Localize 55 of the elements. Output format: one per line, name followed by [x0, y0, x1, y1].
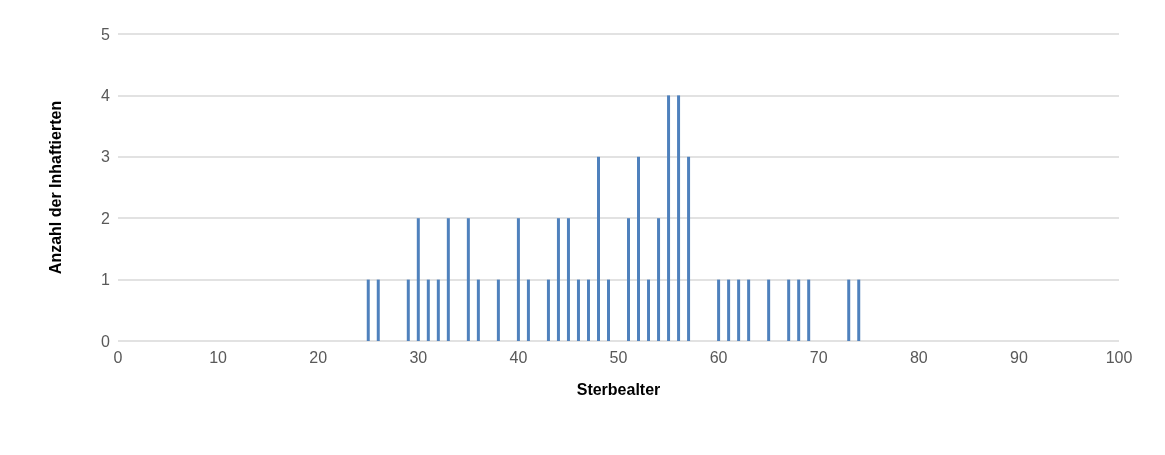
y-tick-label: 2	[101, 209, 111, 227]
bar	[516, 218, 520, 341]
bar	[687, 156, 691, 341]
bar	[576, 279, 580, 341]
y-tick-label: 0	[101, 332, 111, 350]
bar	[526, 279, 530, 341]
bar	[677, 95, 681, 341]
bar	[797, 279, 801, 341]
x-tick-label: 60	[709, 348, 728, 366]
bar	[847, 279, 851, 341]
x-tick-label: 0	[113, 348, 123, 366]
y-tick-label: 1	[101, 271, 111, 289]
x-tick-label: 80	[909, 348, 928, 366]
bar	[767, 279, 771, 341]
x-tick-label: 20	[309, 348, 328, 366]
bar	[667, 95, 671, 341]
bar	[546, 279, 550, 341]
bar	[586, 279, 590, 341]
x-axis-title: Sterbealter	[576, 380, 661, 398]
bar	[857, 279, 861, 341]
x-tick-label: 70	[809, 348, 828, 366]
bar	[446, 218, 450, 341]
bar	[747, 279, 751, 341]
x-tick-label: 10	[209, 348, 228, 366]
bar	[807, 279, 811, 341]
y-tick-label: 3	[101, 148, 111, 166]
x-tick-label: 40	[509, 348, 528, 366]
bar	[436, 279, 440, 341]
bar	[717, 279, 721, 341]
bar	[727, 279, 731, 341]
x-tick-label: 30	[409, 348, 428, 366]
bar	[627, 218, 631, 341]
bar	[647, 279, 651, 341]
bar	[787, 279, 791, 341]
bar	[466, 218, 470, 341]
x-tick-label: 100	[1105, 348, 1133, 366]
bar	[426, 279, 430, 341]
y-tick-label: 5	[101, 25, 111, 43]
bar	[416, 218, 420, 341]
bar	[606, 279, 610, 341]
bar	[556, 218, 560, 341]
bar	[737, 279, 741, 341]
bar	[476, 279, 480, 341]
bar	[406, 279, 410, 341]
x-tick-label: 50	[609, 348, 628, 366]
bar	[596, 156, 600, 341]
bar	[637, 156, 641, 341]
bar	[566, 218, 570, 341]
y-tick-label: 4	[101, 86, 111, 104]
bar	[376, 279, 380, 341]
bar	[366, 279, 370, 341]
bar	[496, 279, 500, 341]
y-axis-title: Anzahl der Inhaftierten	[46, 100, 64, 275]
x-tick-label: 90	[1010, 348, 1028, 366]
bar	[657, 218, 661, 341]
